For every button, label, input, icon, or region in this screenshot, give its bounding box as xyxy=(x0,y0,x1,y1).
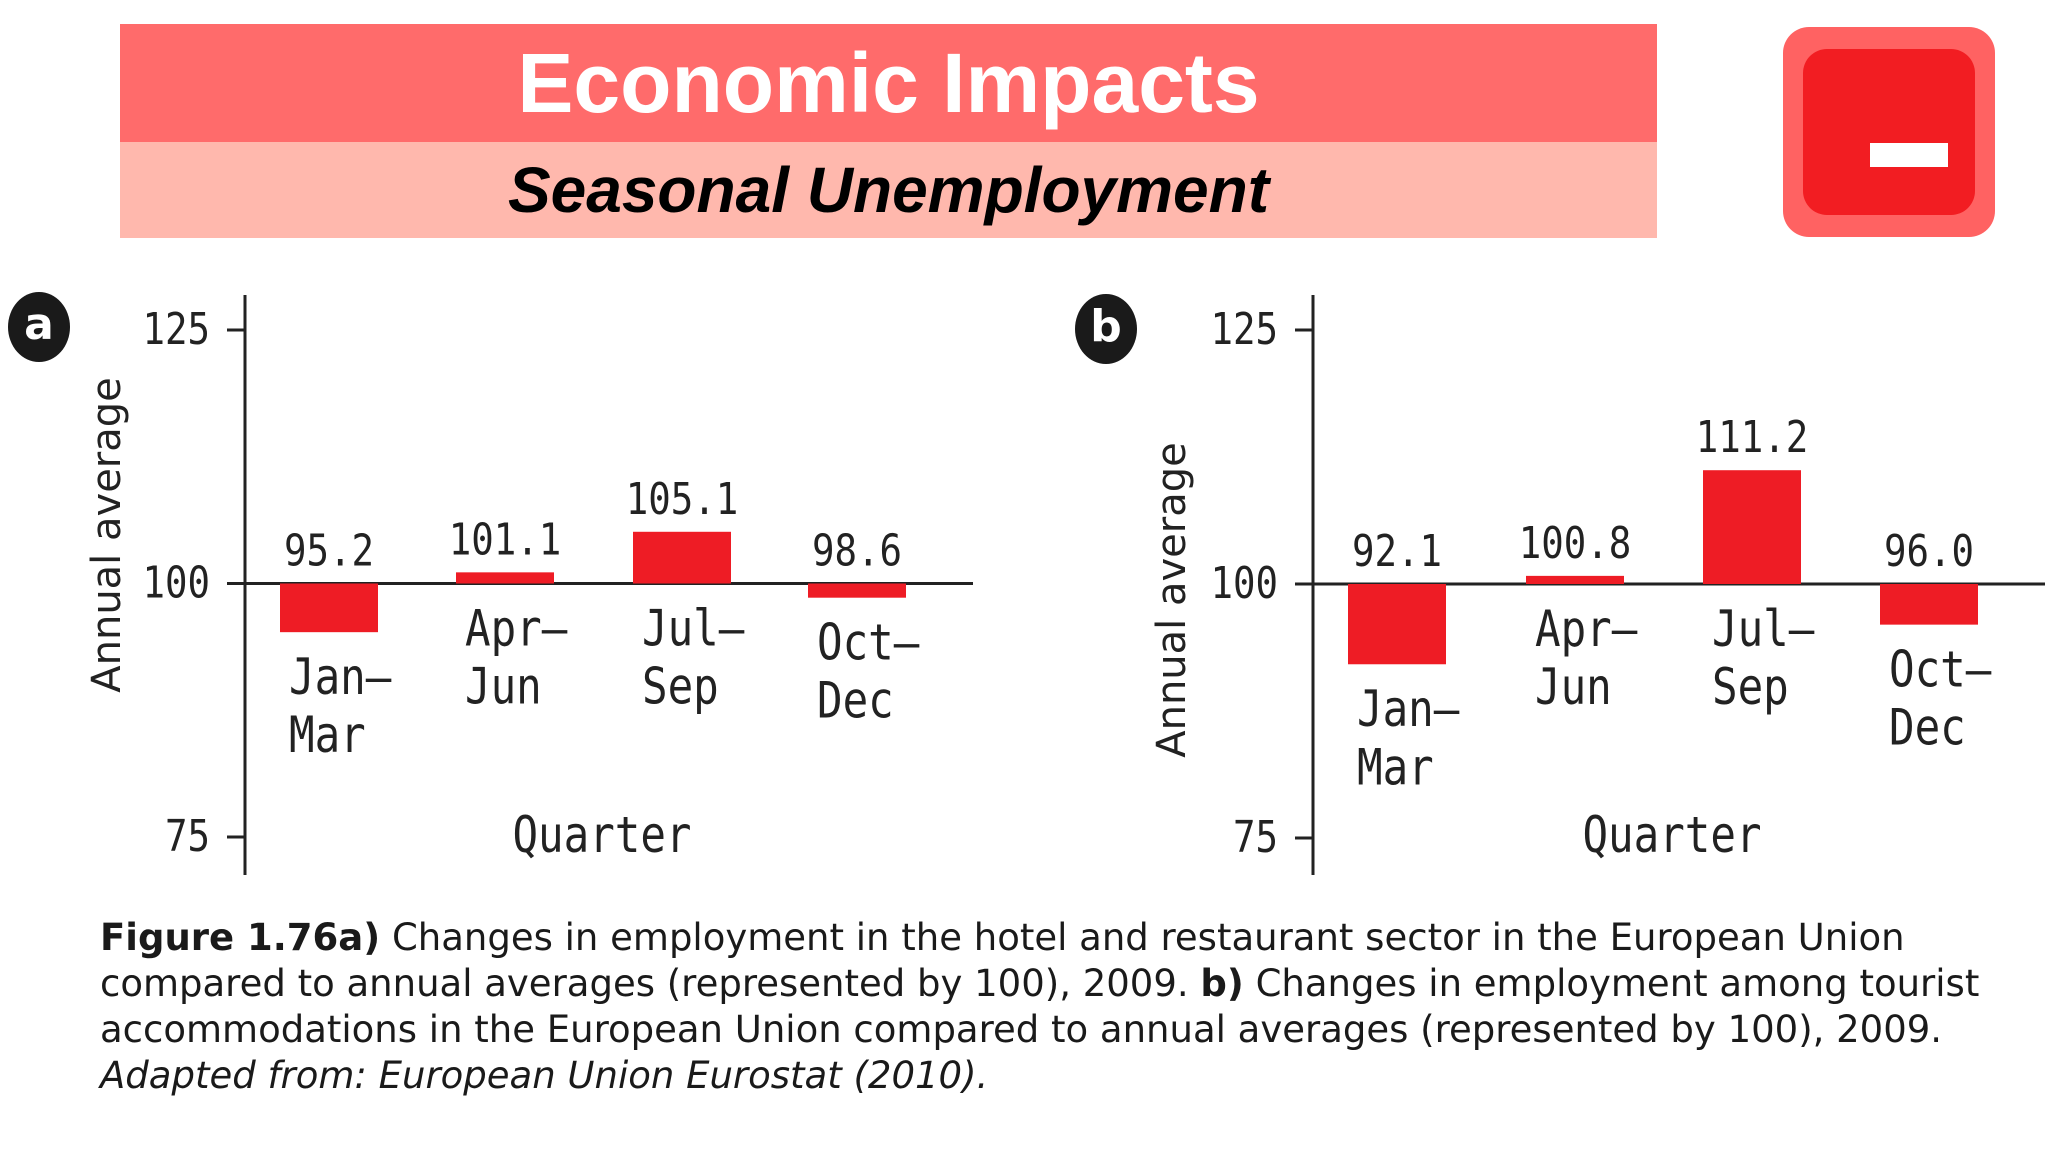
panel-b-category-label-0-0: Jan– xyxy=(1357,680,1459,738)
panel-b-category-label-3-1: Dec xyxy=(1889,698,1966,756)
panel-a-category-label-1-0: Apr– xyxy=(465,599,567,657)
caption-text-b: Changes in employment among tourist acco… xyxy=(100,962,1980,1051)
panel-b-y-tick-label: 75 xyxy=(1233,811,1278,863)
panel-a-x-axis-label: Quarter xyxy=(512,806,691,864)
page-subtitle: Seasonal Unemployment xyxy=(120,142,1657,238)
panel-b-y-tick-label: 125 xyxy=(1210,303,1278,355)
panel-b-category-label-0-1: Mar xyxy=(1357,738,1434,796)
header-banner: Economic Impacts Seasonal Unemployment xyxy=(120,24,1657,238)
panel-a-value-label-1: 101.1 xyxy=(449,513,562,565)
panel-b-bar-0 xyxy=(1348,584,1446,665)
panel-a-badge: a xyxy=(8,292,70,362)
caption-text-a: Changes in employment in the hotel and r… xyxy=(100,916,1905,1005)
panel-b-value-label-3: 96.0 xyxy=(1884,525,1974,577)
panel-b-badge: b xyxy=(1075,294,1137,364)
caption-figure-label: Figure 1.76a) xyxy=(100,916,381,959)
panel-b-category-label-2-1: Sep xyxy=(1712,658,1789,716)
panel-a-value-label-3: 98.6 xyxy=(812,525,902,577)
panel-b-bar-1 xyxy=(1526,575,1624,584)
panel-a-bar-3 xyxy=(808,583,906,598)
chart-area: 7510012595.2Jan–Mar101.1Apr–Jun105.1Jul–… xyxy=(84,295,2045,875)
panel-b-value-label-1: 100.8 xyxy=(1519,517,1632,569)
panel-b-value-label-0: 92.1 xyxy=(1352,525,1442,577)
minus-icon xyxy=(1870,143,1948,167)
panel-a-y-tick-label: 75 xyxy=(165,810,210,862)
minus-button[interactable] xyxy=(1783,27,1995,237)
panel-a-bar-1 xyxy=(456,572,554,584)
panel-a-y-tick-label: 100 xyxy=(142,557,210,609)
panel-a-y-tick-label: 125 xyxy=(142,303,210,355)
panel-b-category-label-2-0: Jul– xyxy=(1712,600,1814,658)
panel-a-value-label-2: 105.1 xyxy=(626,473,739,525)
panel-b-y-axis-label: Annual average xyxy=(1149,442,1195,758)
panel-b-bar-3 xyxy=(1880,584,1978,625)
panel-b-value-label-2: 111.2 xyxy=(1696,411,1809,463)
panel-a-bar-0 xyxy=(280,583,378,633)
panel-b-x-axis-label: Quarter xyxy=(1582,806,1761,864)
panel-a-category-label-1-1: Jun xyxy=(465,657,542,715)
figure-caption: Figure 1.76a) Changes in employment in t… xyxy=(100,915,2020,1099)
panel-a-category-label-2-0: Jul– xyxy=(642,599,744,657)
panel-a-category-label-0-1: Mar xyxy=(289,706,366,764)
page-title: Economic Impacts xyxy=(120,24,1657,142)
caption-b-label: b) xyxy=(1200,962,1244,1005)
panel-b-category-label-3-0: Oct– xyxy=(1889,640,1991,698)
panel-a-bar-2 xyxy=(633,531,731,584)
panel-a-value-label-0: 95.2 xyxy=(284,525,374,577)
panel-a-category-label-3-1: Dec xyxy=(817,671,894,729)
panel-b-bar-2 xyxy=(1703,470,1801,584)
panel-b-y-tick-label: 100 xyxy=(1210,557,1278,609)
panel-a-y-axis-label: Annual average xyxy=(84,377,130,693)
panel-b-category-label-1-0: Apr– xyxy=(1535,600,1637,658)
panel-a-category-label-3-0: Oct– xyxy=(817,613,919,671)
minus-button-face[interactable] xyxy=(1803,49,1975,215)
panel-b-category-label-1-1: Jun xyxy=(1535,658,1612,716)
panel-a-category-label-2-1: Sep xyxy=(642,657,719,715)
panel-a-category-label-0-0: Jan– xyxy=(289,648,391,706)
caption-source: Adapted from: European Union Eurostat (2… xyxy=(100,1054,989,1097)
